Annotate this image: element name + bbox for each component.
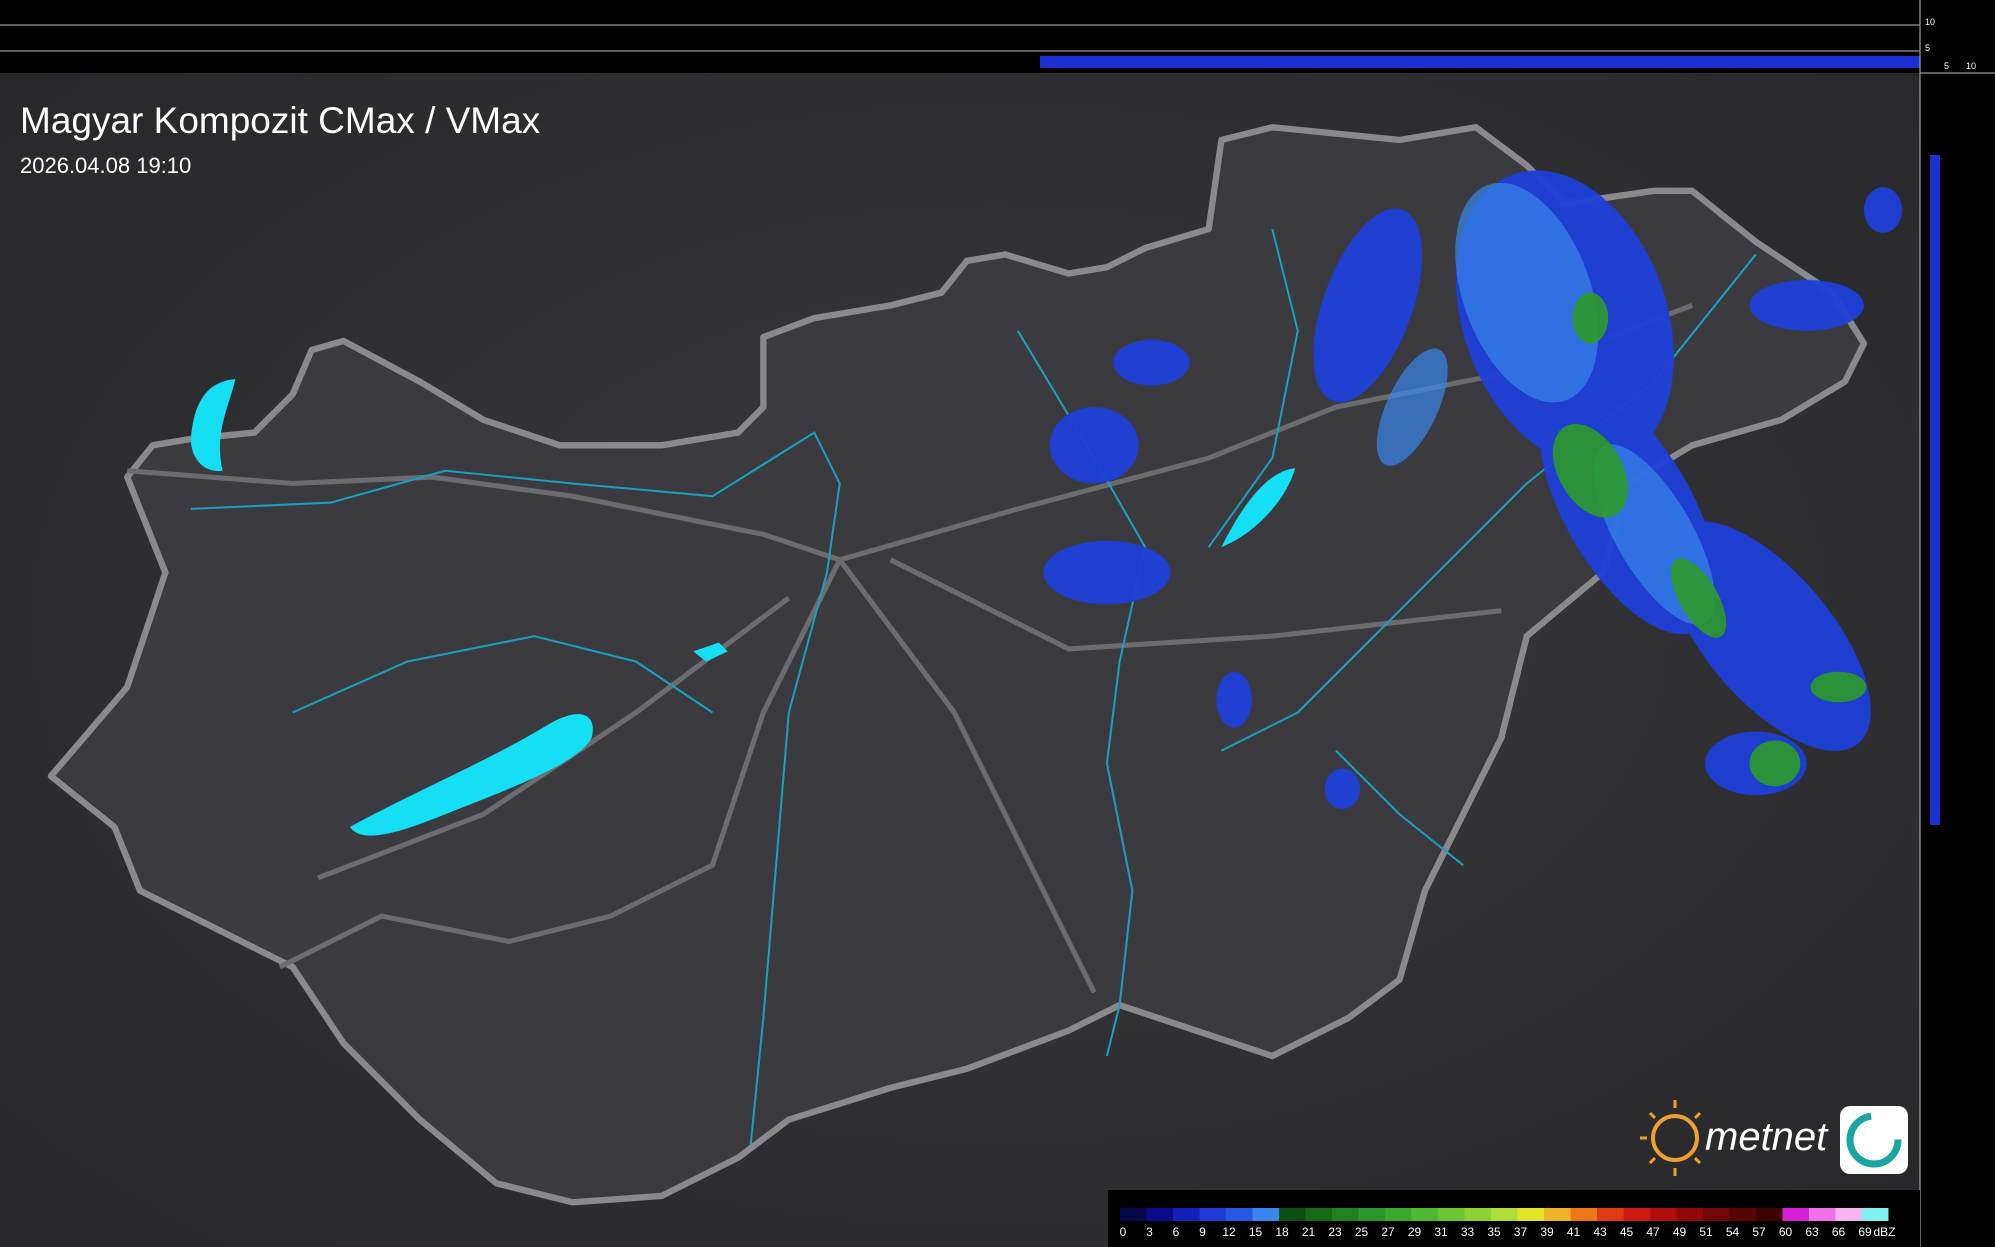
- legend: 0 3 6 9 12 15 18 21 23 25 27 29 31 33 35 37 39 41 43 45 47 49…: [1120, 1208, 1896, 1239]
- legend-swatch: [1756, 1208, 1783, 1221]
- legend-label: 69: [1858, 1225, 1872, 1239]
- legend-label: 49: [1673, 1225, 1687, 1239]
- profile-label: 10: [1925, 17, 1935, 27]
- legend-unit: dBZ: [1873, 1225, 1895, 1239]
- legend-swatch: [1173, 1208, 1200, 1221]
- legend-label: 6: [1173, 1225, 1180, 1239]
- legend-label: 25: [1355, 1225, 1369, 1239]
- legend-swatch: [1120, 1208, 1147, 1221]
- legend-label: 23: [1328, 1225, 1342, 1239]
- legend-swatch: [1146, 1208, 1173, 1221]
- legend-swatch: [1544, 1208, 1571, 1221]
- legend-label: 33: [1461, 1225, 1475, 1239]
- legend-label: 18: [1275, 1225, 1289, 1239]
- legend-label: 45: [1620, 1225, 1634, 1239]
- legend-swatch: [1650, 1208, 1677, 1221]
- legend-swatch: [1226, 1208, 1253, 1221]
- legend-swatch: [1782, 1208, 1809, 1221]
- legend-swatch: [1385, 1208, 1412, 1221]
- legend-label: 35: [1487, 1225, 1501, 1239]
- legend-label: 63: [1805, 1225, 1819, 1239]
- legend-label: 60: [1779, 1225, 1793, 1239]
- legend-label: 57: [1752, 1225, 1766, 1239]
- logo-text: metnet: [1705, 1115, 1829, 1159]
- legend-swatch: [1199, 1208, 1226, 1221]
- lake-balaton: [349, 714, 593, 836]
- legend-label: 37: [1514, 1225, 1528, 1239]
- legend-swatch: [1305, 1208, 1332, 1221]
- legend-label: 41: [1567, 1225, 1581, 1239]
- lake-velence: [693, 642, 728, 662]
- legend-label: 27: [1381, 1225, 1395, 1239]
- legend-label: 31: [1434, 1225, 1448, 1239]
- legend-swatch: [1729, 1208, 1756, 1221]
- legend-swatch: [1438, 1208, 1465, 1221]
- legend-swatch: [1252, 1208, 1279, 1221]
- profile-label: 5: [1925, 43, 1930, 53]
- legend-label: 9: [1199, 1225, 1206, 1239]
- profile-echo: [1040, 56, 1920, 68]
- legend-label: 39: [1540, 1225, 1554, 1239]
- legend-label: 51: [1699, 1225, 1713, 1239]
- legend-label: 43: [1593, 1225, 1607, 1239]
- legend-swatch: [1332, 1208, 1359, 1221]
- legend-label: 0: [1120, 1225, 1127, 1239]
- timestamp: 2026.04.08 19:10: [20, 153, 191, 178]
- profile-echo: [1930, 155, 1940, 825]
- legend-swatch: [1517, 1208, 1544, 1221]
- legend-swatch: [1862, 1208, 1889, 1221]
- legend-label: 47: [1646, 1225, 1660, 1239]
- legend-label: 15: [1249, 1225, 1263, 1239]
- legend-swatch: [1411, 1208, 1438, 1221]
- legend-swatch: [1703, 1208, 1730, 1221]
- profile-label: 10: [1966, 61, 1976, 71]
- legend-swatch: [1676, 1208, 1703, 1221]
- profile-label: 5: [1944, 61, 1949, 71]
- radar-echoes: [1043, 170, 1903, 810]
- title: Magyar Kompozit CMax / VMax: [20, 100, 541, 141]
- lake-ferto: [190, 379, 236, 472]
- legend-swatch: [1358, 1208, 1385, 1221]
- legend-swatch: [1491, 1208, 1518, 1221]
- legend-label: 54: [1726, 1225, 1740, 1239]
- legend-swatch: [1623, 1208, 1650, 1221]
- lake-tisza: [1221, 468, 1296, 548]
- legend-swatch: [1597, 1208, 1624, 1221]
- legend-label: 12: [1222, 1225, 1236, 1239]
- legend-swatch: [1279, 1208, 1306, 1221]
- legend-label: 29: [1408, 1225, 1422, 1239]
- legend-label: 66: [1832, 1225, 1846, 1239]
- lakes: [190, 379, 1296, 836]
- legend-swatch: [1570, 1208, 1597, 1221]
- map-layer: [47, 124, 1903, 1206]
- legend-label: 21: [1302, 1225, 1316, 1239]
- legend-swatch: [1835, 1208, 1862, 1221]
- legend-swatch: [1464, 1208, 1491, 1221]
- logo: metnet: [1640, 1100, 1908, 1176]
- legend-swatch: [1809, 1208, 1836, 1221]
- legend-label: 3: [1146, 1225, 1153, 1239]
